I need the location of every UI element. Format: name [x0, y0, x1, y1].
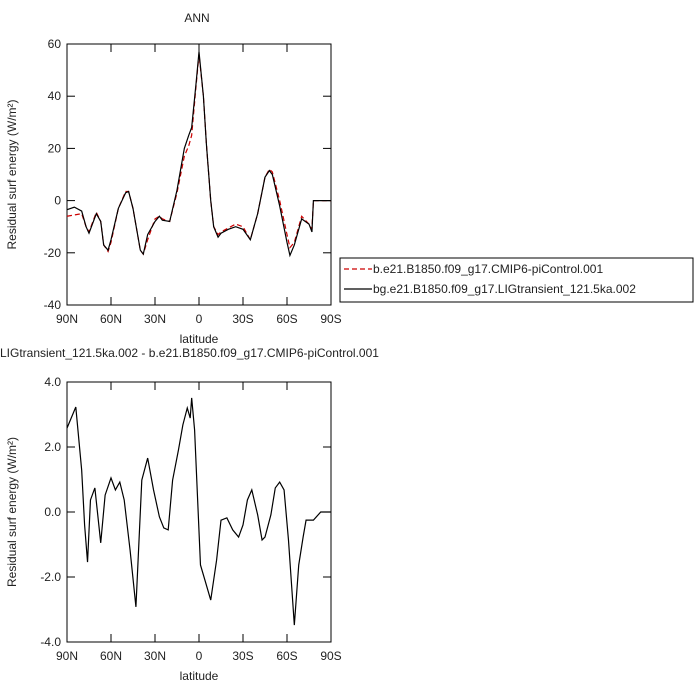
- x-tick-label: 0: [196, 312, 203, 326]
- data-line: [66, 51, 331, 258]
- y-tick-label: 60: [48, 37, 62, 51]
- x-tick-label: 30S: [232, 649, 253, 663]
- x-tick-label: 60S: [276, 312, 297, 326]
- x-tick-label: 30N: [144, 312, 166, 326]
- y-tick-label: -40: [44, 298, 62, 312]
- x-axis-label: latitude: [180, 669, 219, 683]
- y-axis-label: Residual surf energy (W/m²): [5, 99, 19, 249]
- y-tick-label: -20: [44, 246, 62, 260]
- x-axis-label: latitude: [180, 332, 219, 346]
- y-tick-label: 0.0: [44, 505, 61, 519]
- legend: b.e21.B1850.f09_g17.CMIP6-piControl.001b…: [339, 257, 694, 303]
- x-tick-label: 90S: [320, 312, 341, 326]
- x-tick-label: 90N: [56, 649, 78, 663]
- y-tick-label: -4.0: [40, 635, 61, 649]
- data-line: [66, 54, 331, 256]
- x-tick-label: 30N: [144, 649, 166, 663]
- x-tick-label: 60N: [100, 649, 122, 663]
- x-tick-label: 60S: [276, 649, 297, 663]
- y-axis-label: Residual surf energy (W/m²): [5, 437, 19, 587]
- legend-label: b.e21.B1850.f09_g17.CMIP6-piControl.001: [373, 262, 603, 276]
- legend-box: [339, 257, 694, 303]
- y-tick-label: 2.0: [44, 440, 61, 454]
- y-tick-label: 0: [54, 194, 61, 208]
- y-tick-label: 20: [48, 141, 62, 155]
- x-tick-label: 90S: [320, 649, 341, 663]
- data-line: [66, 397, 331, 626]
- plot-frame: [66, 43, 332, 306]
- chart-title: ANN: [184, 11, 209, 25]
- x-tick-label: 0: [196, 649, 203, 663]
- x-tick-label: 60N: [100, 312, 122, 326]
- y-tick-label: -2.0: [40, 570, 61, 584]
- y-tick-label: 40: [48, 89, 62, 103]
- chart-title: LIGtransient_121.5ka.002 - b.e21.B1850.f…: [0, 346, 379, 360]
- x-tick-label: 30S: [232, 312, 253, 326]
- plot-frame: [66, 381, 332, 643]
- x-tick-label: 90N: [56, 312, 78, 326]
- legend-label: bg.e21.B1850.f09_g17.LIGtransient_121.5k…: [373, 282, 636, 296]
- y-tick-label: 4.0: [44, 375, 61, 389]
